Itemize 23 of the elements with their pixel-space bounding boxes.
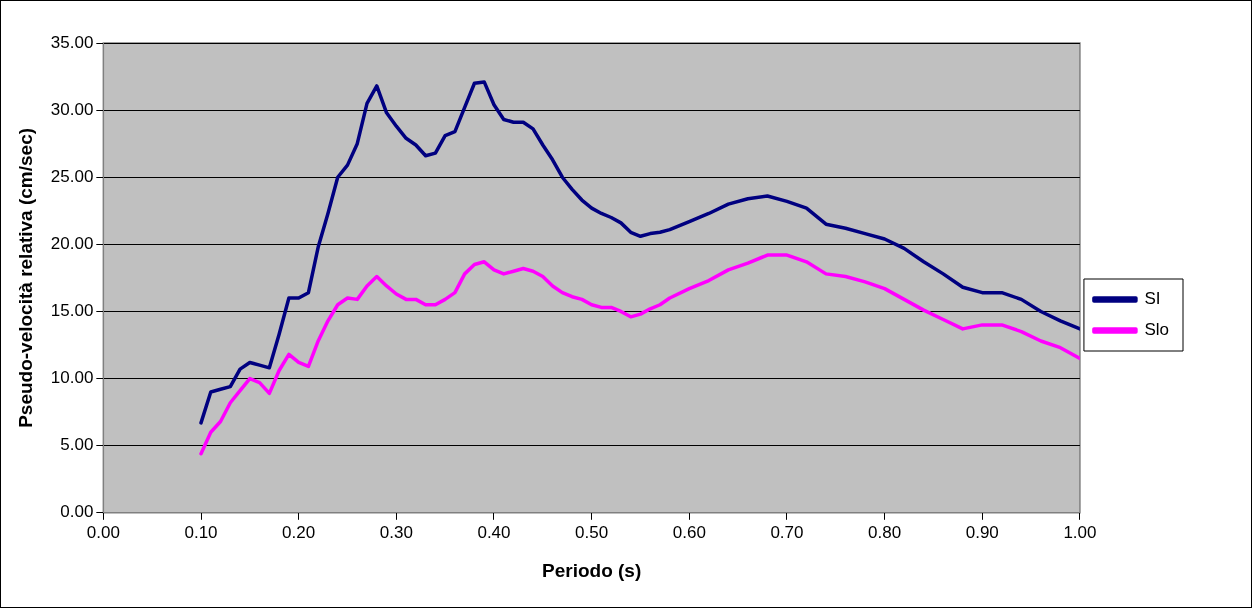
legend-label: Slo (1144, 320, 1170, 340)
x-tick-label: 0.90 (965, 522, 999, 542)
y-tick-label: 5.00 (60, 435, 94, 455)
x-tick-label: 0.80 (868, 522, 902, 542)
y-tick-label: 25.00 (50, 166, 94, 186)
y-tick-label: 20.00 (50, 234, 94, 254)
legend-label: SI (1144, 289, 1161, 309)
y-axis-title: Pseudo-velocità relativa (cm/sec) (14, 127, 36, 428)
y-tick-label: 15.00 (50, 301, 94, 321)
x-tick-label: 0.70 (770, 522, 804, 542)
y-tick-label: 30.00 (50, 99, 94, 119)
x-tick-label: 1.00 (1063, 522, 1097, 542)
x-tick-label: 0.10 (184, 522, 218, 542)
x-tick-label: 0.40 (477, 522, 511, 542)
x-tick-label: 0.20 (282, 522, 316, 542)
x-tick-label: 0.60 (672, 522, 706, 542)
x-tick-label: 0.00 (86, 522, 120, 542)
x-axis-title: Periodo (s) (542, 559, 642, 581)
y-tick-label: 35.00 (50, 32, 94, 52)
y-tick-label: 10.00 (50, 368, 94, 388)
x-tick-label: 0.30 (379, 522, 413, 542)
x-tick-label: 0.50 (575, 522, 609, 542)
y-tick-label: 0.00 (60, 502, 94, 522)
